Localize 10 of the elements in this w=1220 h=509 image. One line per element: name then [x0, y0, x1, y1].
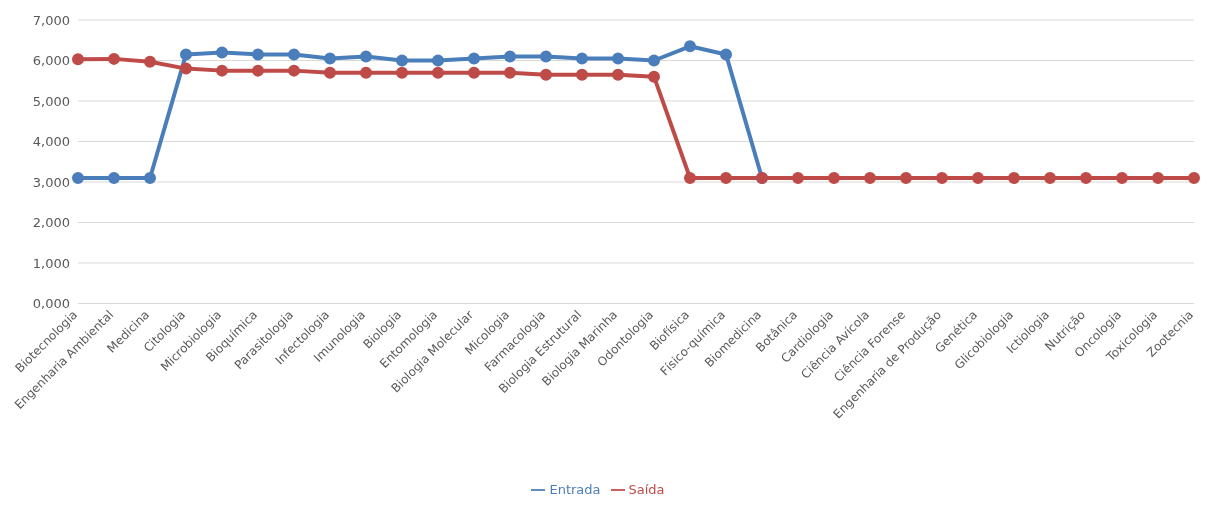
y-tick-label: 7,000 [32, 12, 70, 28]
legend-label: Entrada [549, 481, 601, 497]
y-tick-label: 1,000 [32, 255, 70, 271]
y-tick-label: 3,000 [32, 174, 70, 190]
y-tick-label: 2,000 [32, 215, 70, 231]
y-tick-label: 5,000 [32, 93, 70, 109]
y-tick-label: 0,000 [32, 296, 70, 312]
y-tick-label: 6,000 [32, 53, 70, 69]
legend-label: Saída [628, 481, 665, 497]
y-tick-label: 4,000 [32, 134, 70, 150]
